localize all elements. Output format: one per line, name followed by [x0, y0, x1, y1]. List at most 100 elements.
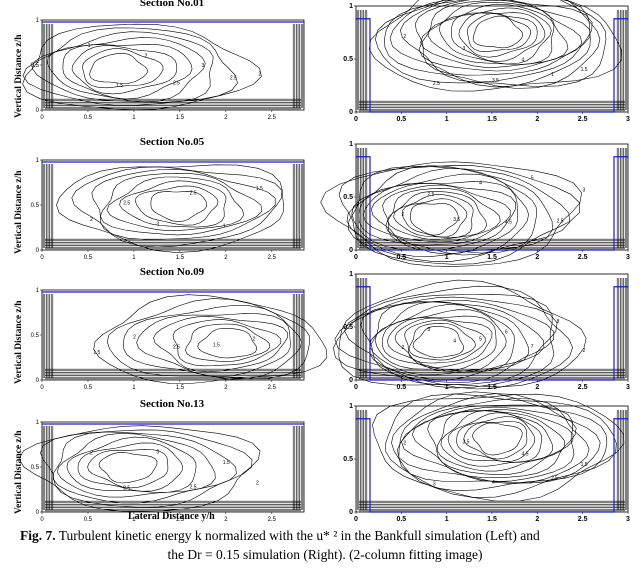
- x-tick-label: 2: [224, 115, 228, 121]
- contour-value-label: 2: [258, 71, 261, 77]
- contour-lines: [22, 23, 304, 111]
- contour-line: [57, 432, 216, 498]
- left-contour-plot-1: 1 1.5 2 2.5 3 2.5 2 0 0.5 1 1.5 2 2.5 0 0.5 1: [22, 8, 312, 126]
- contour-value-label: 2: [582, 348, 585, 354]
- x-tick-label: 0.5: [84, 115, 93, 121]
- y-tick-label: 0.5: [31, 465, 40, 471]
- contour-line: [410, 203, 459, 236]
- contour-line: [56, 164, 284, 253]
- contour-line: [387, 191, 488, 240]
- contour-line: [368, 0, 623, 92]
- x-tick-label: 2.5: [268, 115, 277, 121]
- right-contour-plot-2: 2 2.5 3.5 4 4.5 5 2.5 3 0 0.5 1 1.5 2 2.5 3 0 0.5 1: [320, 138, 640, 267]
- contour-line: [344, 296, 558, 386]
- y-tick-label: 1: [349, 3, 353, 10]
- caption-text-line2: the Dr = 0.15 simulation (Right). (2-col…: [167, 547, 483, 562]
- right-contour-plot-1: 2 2.5 3 3.5 4 1 1.5 0 0.5 1 1.5 2 2.5 3 0 0.5 1: [330, 0, 640, 128]
- contour-value-label: 8: [557, 319, 560, 325]
- x-tick-label: 3: [626, 516, 630, 523]
- y-tick-label: 0.5: [343, 324, 353, 331]
- left-contour-plot-2: 2 2.5 3 2.5 1 1.5 0 0.5 1 1.5 2 2.5 0 0.5 1: [31, 148, 312, 266]
- plot-frame: [41, 159, 305, 251]
- y-tick-label: 0: [36, 108, 40, 114]
- contour-lines: [320, 148, 628, 267]
- x-tick-label: 1.5: [487, 384, 497, 391]
- contour-line: [385, 393, 617, 498]
- y-tick-label: 1: [349, 403, 353, 410]
- contour-value-label: 5: [531, 175, 534, 181]
- contour-value-label: 4.5: [522, 451, 529, 457]
- y-tick-label: 1: [36, 158, 40, 164]
- contour-line: [40, 429, 253, 508]
- contour-value-label: 3: [201, 63, 204, 69]
- figure-caption: Fig. 7. Turbulent kinetic energy k norma…: [20, 526, 630, 564]
- contour-value-label: 1: [223, 223, 226, 229]
- contour-value-label: 2.5: [123, 485, 130, 491]
- x-tick-label: 2: [535, 116, 539, 123]
- x-tick-label: 2: [535, 254, 539, 261]
- contour-value-label: 1.5: [93, 350, 100, 356]
- x-tick-label: 1: [132, 115, 136, 121]
- x-tick-label: 1.5: [487, 516, 497, 523]
- y-tick-label: 0: [349, 247, 353, 254]
- contour-value-label: 4: [492, 480, 495, 486]
- contour-value-label: 3: [433, 481, 436, 487]
- y-axis-label-3: Vertical Distance z/h: [14, 300, 24, 384]
- x-tick-label: 1: [445, 116, 449, 123]
- contour-line: [77, 442, 184, 492]
- x-tick-label: 2.5: [578, 384, 588, 391]
- contour-line: [396, 398, 590, 485]
- contour-line: [411, 406, 577, 479]
- contour-value-label: 2: [403, 441, 406, 447]
- contour-line: [91, 168, 276, 240]
- y-tick-label: 1: [349, 141, 353, 148]
- contour-line: [472, 15, 523, 49]
- plot-frame: [41, 19, 305, 111]
- x-tick-label: 0.5: [84, 255, 93, 261]
- y-tick-label: 1: [36, 420, 40, 426]
- contour-line: [100, 172, 263, 236]
- contour-value-label: 2.5: [190, 484, 197, 490]
- x-tick-label: 2: [224, 255, 228, 261]
- right-contour-plot-3: 2 3 4 5 6 7 8 2 0 0.5 1 1.5 2 2.5 3 0 0.5 1: [330, 268, 640, 396]
- y-tick-label: 1: [349, 271, 353, 278]
- contour-line: [458, 11, 538, 58]
- contour-line: [412, 326, 465, 358]
- contour-line: [439, 7, 552, 65]
- contour-value-label: 4: [453, 339, 456, 345]
- contour-value-label: 3: [582, 187, 585, 193]
- plot-frame: [355, 5, 629, 113]
- x-tick-label: 0.5: [396, 384, 406, 391]
- contour-lines: [42, 294, 328, 384]
- contour-line: [394, 317, 493, 369]
- x-tick-label: 0: [40, 255, 44, 261]
- contour-value-label: 1.5: [213, 343, 220, 349]
- contour-lines: [42, 164, 304, 253]
- contour-line: [153, 316, 288, 373]
- x-tick-label: 1: [445, 516, 449, 523]
- x-tick-label: 1: [132, 385, 136, 391]
- section-title-2: Section No.05: [139, 136, 205, 148]
- contour-value-label: 2: [402, 345, 405, 351]
- contour-line: [135, 185, 219, 226]
- contour-line: [332, 285, 573, 390]
- x-tick-label: 2.5: [578, 516, 588, 523]
- contour-value-label: 2.5: [427, 192, 434, 198]
- contour-value-label: 1.5: [581, 462, 588, 468]
- x-tick-label: 1.5: [487, 254, 497, 261]
- contour-line: [414, 0, 591, 76]
- section-title-1: Section No.01: [139, 0, 205, 9]
- contour-line: [399, 0, 593, 83]
- contour-lines: [18, 425, 304, 512]
- contour-value-label: 2: [133, 334, 136, 340]
- contour-line: [52, 431, 237, 504]
- x-tick-label: 0: [354, 254, 358, 261]
- contour-line: [472, 422, 523, 456]
- y-tick-label: 0.5: [343, 456, 353, 463]
- contour-line: [71, 166, 283, 248]
- x-tick-label: 0.5: [396, 516, 406, 523]
- contour-value-label: 3: [462, 46, 465, 52]
- x-tick-label: 2: [224, 385, 228, 391]
- contour-line: [456, 416, 536, 462]
- contour-value-label: 2: [90, 217, 93, 223]
